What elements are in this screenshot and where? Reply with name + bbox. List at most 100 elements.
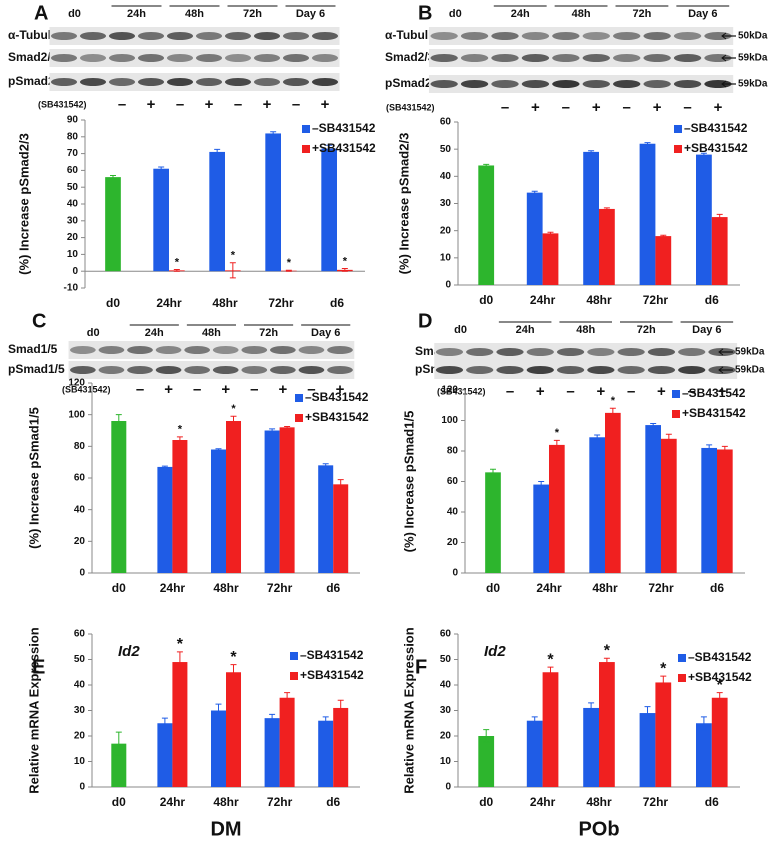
treatment-sign: – xyxy=(234,96,242,113)
legend-swatch xyxy=(672,410,680,418)
error-bar xyxy=(609,407,616,418)
significance-label: * xyxy=(287,257,292,269)
blot-band xyxy=(460,32,489,40)
error-bar xyxy=(284,426,291,429)
treatment-sign: + xyxy=(592,99,601,116)
blot-band xyxy=(521,32,550,40)
x-tick-label: d0 xyxy=(479,795,493,809)
blot-band xyxy=(647,348,676,356)
bar xyxy=(661,438,677,573)
y-tick-label: 10 xyxy=(440,756,452,767)
blot-band xyxy=(521,80,550,88)
error-bar xyxy=(176,651,183,673)
blot-band xyxy=(241,346,268,354)
treatment-sign: – xyxy=(566,383,574,400)
lane-label: 48h xyxy=(576,324,595,336)
blot-band xyxy=(195,78,223,86)
y-tick-label: 60 xyxy=(74,629,86,640)
blot-band xyxy=(127,346,153,354)
treatment-sign: + xyxy=(278,381,287,398)
x-tick-label: 48hr xyxy=(592,581,618,595)
treatment-sign: – xyxy=(136,381,144,398)
legend-label: +SB431542 xyxy=(684,141,748,155)
blot-band xyxy=(224,32,252,40)
y-tick-label: 50 xyxy=(74,654,86,665)
significance-label: * xyxy=(175,256,180,268)
error-bar xyxy=(650,423,657,428)
lane-label: 24h xyxy=(127,8,146,20)
blot-band xyxy=(587,366,615,374)
row-label: pSmad2/3 xyxy=(385,76,442,90)
error-bar xyxy=(214,148,221,155)
error-bar xyxy=(326,144,333,153)
y-axis-label: Relative mRNA Expression xyxy=(26,627,41,793)
lane-label: 72h xyxy=(637,324,656,336)
error-bar xyxy=(700,716,707,731)
legend-label: +SB431542 xyxy=(682,406,746,420)
significance-label: * xyxy=(231,403,236,415)
blot-band xyxy=(556,348,585,356)
bar xyxy=(318,720,334,787)
y-tick-label: 60 xyxy=(67,165,79,176)
y-axis-label: (%) Increase pSmad1/5 xyxy=(26,407,41,549)
x-tick-label: d6 xyxy=(705,293,719,307)
blot-band xyxy=(298,366,325,374)
x-tick-label: 72hr xyxy=(268,296,294,310)
y-tick-label: 40 xyxy=(67,199,79,210)
bar xyxy=(711,697,728,787)
blot-band xyxy=(311,54,339,62)
x-tick-label: 24hr xyxy=(160,581,186,595)
treatment-sign: – xyxy=(193,381,201,398)
lane-label: 48h xyxy=(572,8,591,20)
x-tick-label: 72hr xyxy=(643,795,669,809)
blot-band xyxy=(466,348,494,356)
blot-band xyxy=(617,348,645,356)
y-tick-label: 40 xyxy=(440,680,452,691)
significance-label: * xyxy=(555,427,560,439)
y-tick-label: 80 xyxy=(67,131,79,142)
bar xyxy=(321,148,337,272)
error-bar xyxy=(322,716,329,726)
blot-band xyxy=(70,366,96,374)
lane-label: d0 xyxy=(87,327,100,339)
lane-label: d0 xyxy=(68,8,81,20)
blot-band xyxy=(552,80,580,88)
bar xyxy=(542,672,559,787)
error-bar xyxy=(322,463,329,468)
x-tick-label: 72hr xyxy=(643,293,669,307)
bar xyxy=(542,233,559,285)
blot-band xyxy=(70,346,96,354)
kda-label: 59kDa xyxy=(735,347,765,358)
x-tick-label: d0 xyxy=(479,293,493,307)
y-tick-label: 30 xyxy=(440,705,452,716)
error-bar xyxy=(603,657,610,667)
row-label: Smad2/3 xyxy=(385,50,435,64)
error-bar xyxy=(341,268,348,272)
error-bar xyxy=(588,702,595,714)
error-bar xyxy=(269,713,276,723)
legend-label: +SB431542 xyxy=(305,410,369,424)
y-tick-label: 50 xyxy=(67,182,79,193)
y-tick-label: 50 xyxy=(440,144,452,155)
bar xyxy=(279,697,295,787)
error-bar xyxy=(284,692,291,704)
legend-swatch xyxy=(295,414,303,422)
blot-band xyxy=(678,366,706,374)
blot-band xyxy=(582,54,610,62)
panel-label: C xyxy=(32,310,46,332)
blot-band xyxy=(460,54,489,62)
x-tick-label: 48hr xyxy=(213,581,239,595)
legend-label: –SB431542 xyxy=(300,648,364,662)
bar xyxy=(279,427,295,573)
kda-arrowhead xyxy=(721,80,727,88)
blot-band xyxy=(327,366,353,374)
bar xyxy=(111,421,127,573)
treatment-sign: – xyxy=(307,381,315,398)
lane-label: 24h xyxy=(511,8,530,20)
kda-arrowhead xyxy=(718,366,724,374)
y-tick-label: 20 xyxy=(74,731,86,742)
blot-band xyxy=(166,54,194,62)
error-bar xyxy=(337,699,344,717)
x-tick-label: d6 xyxy=(330,296,344,310)
error-bar xyxy=(665,433,672,444)
